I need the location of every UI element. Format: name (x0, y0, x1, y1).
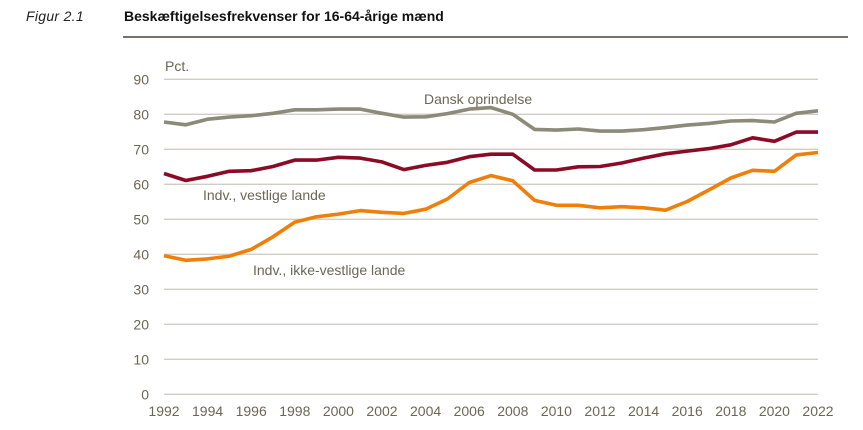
series-label-ikke-vestlige-lande: Indv., ikke-vestlige lande (253, 262, 405, 278)
y-tick-label: 0 (141, 386, 149, 402)
x-tick-label: 2014 (628, 403, 659, 419)
series-label-dansk-oprindelse: Dansk oprindelse (424, 91, 532, 107)
series-label-vestlige-lande: Indv., vestlige lande (203, 187, 326, 203)
x-tick-label: 2022 (802, 403, 833, 419)
series-line-2 (163, 150, 819, 263)
series-line-1 (163, 130, 818, 183)
title-rule (123, 36, 848, 38)
y-tick-label: 30 (133, 281, 149, 297)
x-tick-label: 2010 (541, 403, 572, 419)
x-tick-label: 2008 (497, 403, 528, 419)
y-tick-label: 80 (133, 106, 149, 122)
x-tick-label: 1996 (236, 403, 267, 419)
x-tick-label: 2012 (584, 403, 615, 419)
x-axis-ticks: 1992 1994 1996 1998 2000 2002 2004 2006 2008 2010… (148, 403, 833, 419)
x-tick-label: 1994 (192, 403, 223, 419)
y-tick-label: 40 (133, 246, 149, 262)
y-tick-label: 60 (133, 176, 149, 192)
y-tick-label: 20 (133, 316, 149, 332)
y-tick-label: 50 (133, 211, 149, 227)
x-tick-label: 2004 (410, 403, 441, 419)
figure-label: Figur 2.1 (26, 8, 84, 24)
x-tick-label: 2006 (454, 403, 485, 419)
x-tick-label: 2018 (715, 403, 746, 419)
figure-title: Beskæftigelsesfrekvenser for 16-64-årige… (124, 8, 444, 24)
y-axis-label: Pct. (165, 58, 189, 74)
y-axis-ticks: 0 10 20 30 40 50 60 70 80 90 (133, 71, 149, 402)
x-tick-label: 1992 (148, 403, 179, 419)
x-tick-label: 2020 (759, 403, 790, 419)
x-tick-label: 2000 (323, 403, 354, 419)
gridlines (164, 78, 818, 395)
y-tick-label: 70 (133, 141, 149, 157)
x-tick-label: 2016 (672, 403, 703, 419)
y-tick-label: 90 (133, 71, 149, 87)
y-tick-label: 10 (133, 351, 149, 367)
series-line-0 (163, 105, 819, 133)
x-tick-label: 1998 (279, 403, 310, 419)
x-tick-label: 2002 (366, 403, 397, 419)
series-lines (163, 105, 819, 263)
